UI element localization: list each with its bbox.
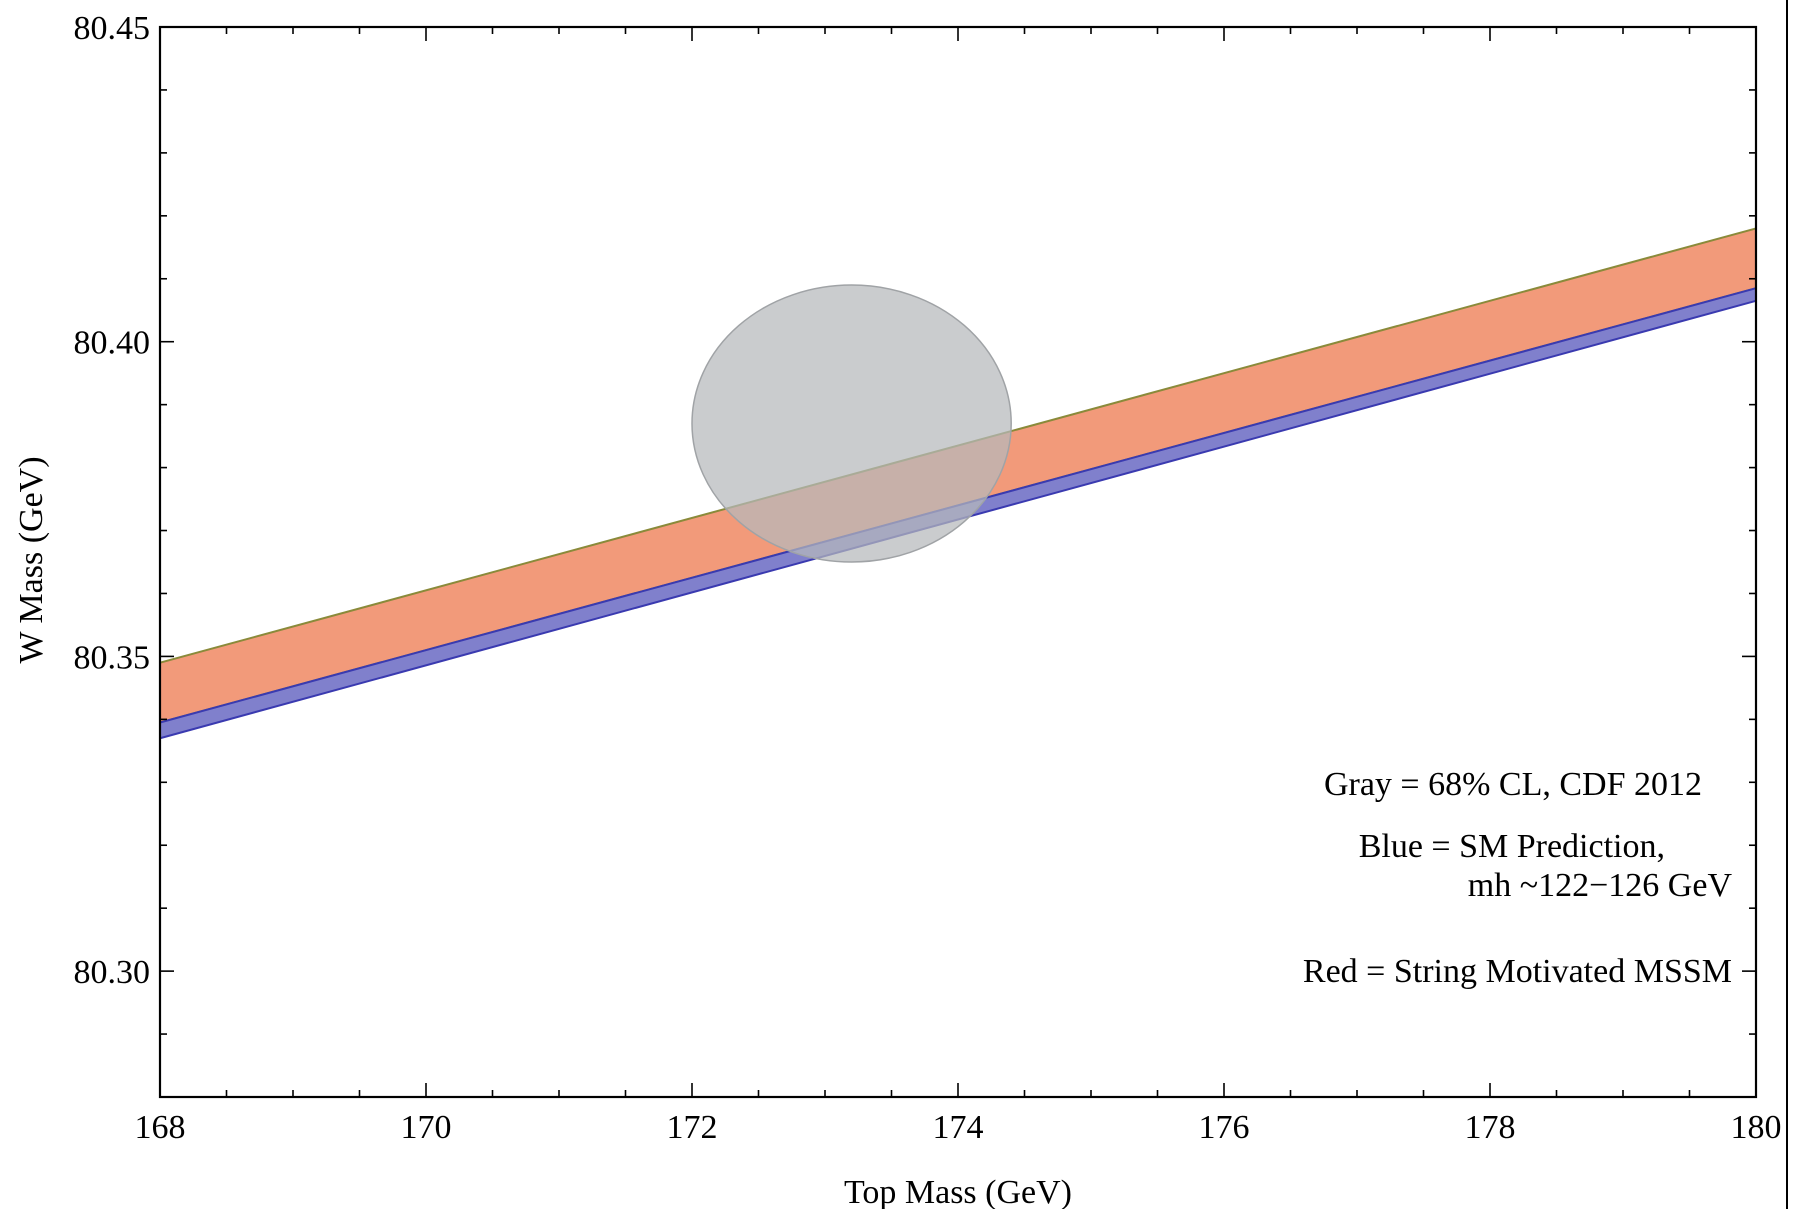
y-tick-label: 80.45 [74,10,151,47]
legend-blue-text: Blue = SM Prediction, [1359,828,1665,865]
x-axis-label: Top Mass (GeV) [844,1174,1072,1209]
plot-data-layer [159,227,1757,740]
x-tick-label: 178 [1465,1109,1516,1146]
x-tick-label: 174 [933,1109,984,1146]
x-tick-labels: 168 170 172 174 176 178 180 [135,1109,1782,1146]
x-tick-label: 170 [401,1109,452,1146]
legend-annotations: Gray = 68% CL, CDF 2012 Blue = SM Predic… [1303,766,1733,990]
cl-ellipse [691,284,1012,563]
x-tick-label: 172 [667,1109,718,1146]
tick-marks [159,26,1757,1098]
x-tick-label: 180 [1731,1109,1782,1146]
y-tick-label: 80.30 [74,954,151,991]
plot-frame [158,25,1758,1099]
x-tick-label: 168 [135,1109,186,1146]
legend-blue-text-continued: mh ~122−126 GeV [1468,867,1733,904]
y-tick-label: 80.35 [74,639,151,676]
legend-gray-text: Gray = 68% CL, CDF 2012 [1324,766,1702,803]
legend-red-text: Red = String Motivated MSSM [1303,953,1732,990]
x-tick-label: 176 [1199,1109,1250,1146]
y-tick-label: 80.40 [74,325,151,362]
y-axis-label: W Mass (GeV) [13,456,50,663]
y-tick-labels: 80.30 80.35 80.40 80.45 [74,10,151,991]
